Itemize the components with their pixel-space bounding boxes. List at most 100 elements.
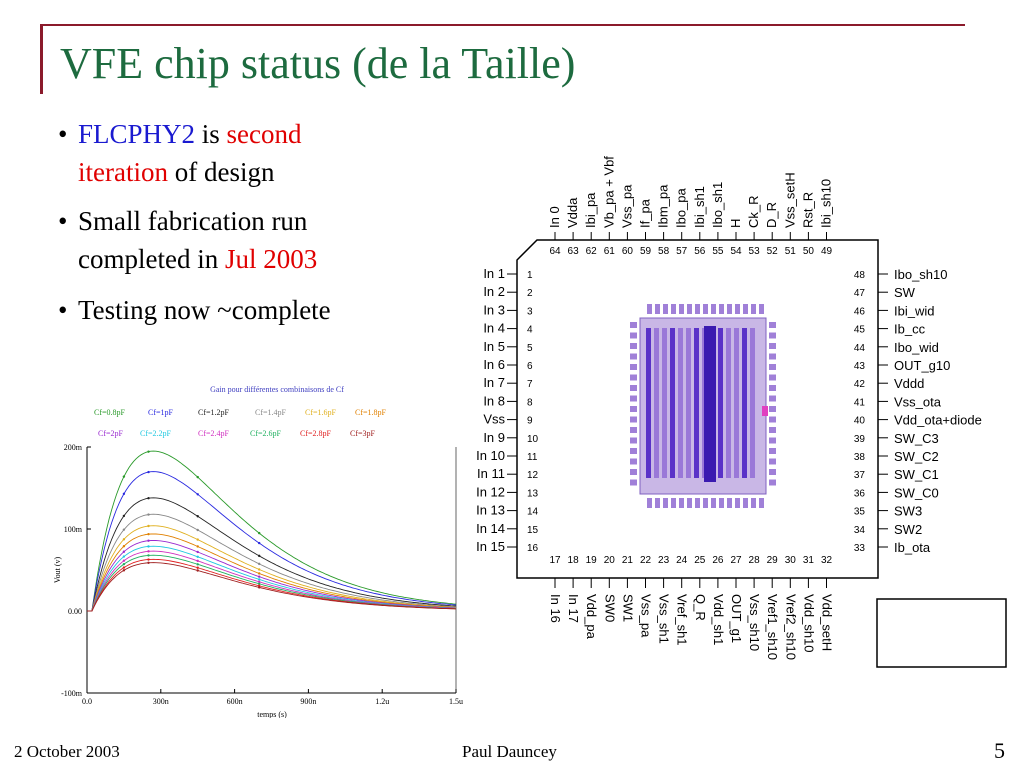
die-pad-top xyxy=(743,304,748,314)
pin-number: 7 xyxy=(527,379,533,390)
pin-label: Vdd_pa xyxy=(584,594,599,640)
pin-number: 62 xyxy=(586,246,598,257)
die-column xyxy=(678,328,683,478)
die-pad-right xyxy=(769,427,776,433)
pin-number: 20 xyxy=(604,555,616,566)
die-pad-left xyxy=(630,469,637,475)
legend-entry: Cf=0.8pF xyxy=(94,408,126,417)
series-marker xyxy=(196,493,199,496)
footer-author: Paul Dauncey xyxy=(462,742,557,761)
x-tick-label: 0.0 xyxy=(82,697,92,706)
series-marker xyxy=(258,575,261,578)
pin-label: Vdd_sh1 xyxy=(711,594,726,645)
pin-number: 42 xyxy=(854,379,866,390)
die-marker xyxy=(762,406,768,416)
pin-label: Ibm_pa xyxy=(656,184,671,228)
die-pad-right xyxy=(769,343,776,349)
die-pad-bottom xyxy=(671,498,676,508)
pin-label: In 11 xyxy=(477,466,505,481)
pin-number: 53 xyxy=(749,246,761,257)
die-column xyxy=(686,328,691,478)
pin-number: 37 xyxy=(854,470,866,481)
pin-number: 57 xyxy=(676,246,688,257)
pin-number: 61 xyxy=(604,246,616,257)
die-pad-bottom xyxy=(711,498,716,508)
die-pad-top xyxy=(695,304,700,314)
pin-number: 29 xyxy=(767,555,779,566)
pin-number: 48 xyxy=(854,270,866,281)
series-marker xyxy=(196,475,199,479)
legend-entry: Cf=1.4pF xyxy=(255,408,287,417)
pin-number: 50 xyxy=(803,246,815,257)
pin-label: Ib_ota xyxy=(894,540,931,555)
pin-label: Vss_setH xyxy=(782,172,797,228)
die-pad-top xyxy=(711,304,716,314)
legend-entry: Cf=1.6pF xyxy=(305,408,337,417)
series-marker xyxy=(122,514,126,518)
pin-number: 11 xyxy=(527,452,538,463)
bullet-line: iteration of design xyxy=(78,156,274,189)
die-column xyxy=(750,328,755,478)
legend-entry: Cf=1.8pF xyxy=(355,408,387,417)
pin-number: 41 xyxy=(854,397,866,408)
die-pad-left xyxy=(630,427,637,433)
pin-number: 6 xyxy=(527,361,533,372)
legend-entry: Cf=2.8pF xyxy=(300,429,332,438)
chip-package-outline xyxy=(516,239,879,579)
pin-label: In 17 xyxy=(566,594,581,623)
series-marker xyxy=(258,554,261,558)
pin-label: In 0 xyxy=(547,206,562,228)
pin-label: In 2 xyxy=(483,284,505,299)
die-pad-right xyxy=(769,437,776,444)
die-pad-top xyxy=(759,304,764,314)
pin-number: 19 xyxy=(586,555,598,566)
bullet-text: completed in xyxy=(78,244,225,274)
pin-number: 23 xyxy=(658,555,670,566)
series-marker xyxy=(196,550,199,554)
pin-label: Ibi_pa xyxy=(583,192,598,228)
die-pad-right xyxy=(769,332,776,339)
series-marker xyxy=(122,569,126,572)
pin-number: 9 xyxy=(527,416,533,427)
die-pad-bottom xyxy=(695,498,700,508)
bullet-line: Testing now ~complete xyxy=(78,294,331,327)
pin-label: Vdda xyxy=(565,197,580,228)
bullet-line: completed in Jul 2003 xyxy=(78,243,317,276)
series-marker xyxy=(258,578,261,581)
series-marker xyxy=(196,555,199,558)
die-pad-right xyxy=(769,385,776,391)
pin-label: In 6 xyxy=(483,357,505,372)
pin-label: OUT_g1 xyxy=(729,594,744,643)
pin-number: 47 xyxy=(854,288,866,299)
series-line xyxy=(87,533,457,612)
series-marker xyxy=(147,532,150,536)
pin-number: 35 xyxy=(854,507,866,518)
die-pad-right xyxy=(769,406,776,412)
pin-number: 54 xyxy=(730,246,742,257)
pin-number: 24 xyxy=(676,555,688,566)
die-pad-left xyxy=(630,385,637,391)
series-marker xyxy=(147,470,150,474)
die-column xyxy=(694,328,699,478)
pin-number: 40 xyxy=(854,416,866,427)
pin-label: H xyxy=(728,219,743,228)
pin-label: In 10 xyxy=(476,448,505,463)
die-column xyxy=(654,328,659,478)
die-pad-left xyxy=(630,448,637,454)
pin-label: D_R xyxy=(764,202,779,228)
die-pad-top xyxy=(655,304,660,314)
pin-label: In 9 xyxy=(483,430,505,445)
pin-label: Q_R xyxy=(693,594,708,621)
pin-label: In 3 xyxy=(483,302,505,317)
pin-number: 31 xyxy=(803,555,815,566)
pin-number: 14 xyxy=(527,507,539,518)
series-marker xyxy=(196,566,199,569)
title-rule-left xyxy=(40,24,43,94)
die-pad-bottom xyxy=(655,498,660,508)
series-marker xyxy=(147,513,150,516)
pin-label: If_pa xyxy=(638,198,653,228)
pin-label: Vb_pa + Vbf xyxy=(601,156,616,228)
pin-label: Vss_ota xyxy=(894,394,942,409)
legend-entry: Cf=1.2pF xyxy=(198,408,230,417)
pin-number: 64 xyxy=(549,246,561,257)
